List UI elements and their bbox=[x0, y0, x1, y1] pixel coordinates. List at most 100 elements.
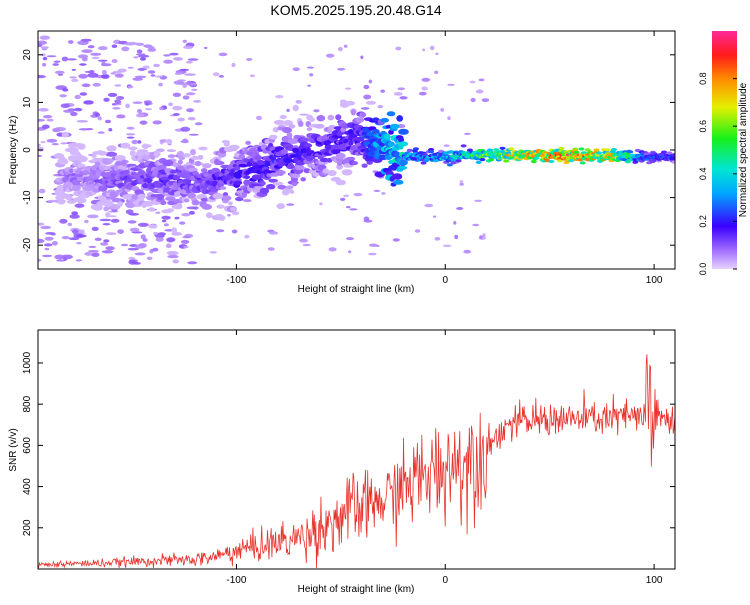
spectrogram-cell bbox=[268, 178, 279, 183]
spectrogram-cell bbox=[191, 88, 198, 92]
spectrogram-cell bbox=[249, 147, 257, 153]
spectrogram-cell bbox=[38, 222, 45, 226]
spectrogram-cell bbox=[69, 214, 80, 219]
spectrogram-cell bbox=[111, 59, 118, 63]
spectrogram-cell bbox=[107, 92, 118, 97]
spectrogram-cell bbox=[127, 247, 139, 251]
spectrogram-cell bbox=[91, 154, 97, 158]
spectrogram-cell bbox=[201, 203, 212, 210]
spectrogram-cell bbox=[481, 98, 490, 102]
spectrogram-cell bbox=[71, 68, 76, 71]
spectrogram-cell bbox=[165, 196, 176, 202]
spectrogram-cell bbox=[414, 229, 421, 233]
spectrogram-cell bbox=[392, 238, 400, 242]
x-tick-label: 100 bbox=[646, 275, 663, 286]
spectrogram-cell bbox=[92, 204, 103, 211]
spectrogram-cell bbox=[166, 138, 173, 145]
spectrogram-cell bbox=[446, 163, 453, 167]
spectrogram-cell bbox=[309, 150, 315, 154]
spectrogram-cell bbox=[319, 202, 323, 206]
spectrogram-cell bbox=[181, 213, 191, 217]
spectrogram-cell bbox=[399, 96, 408, 100]
spectrogram-cell bbox=[38, 143, 41, 147]
spectrogram-cell bbox=[238, 153, 246, 160]
spectrogram-cell bbox=[40, 225, 52, 230]
spectrogram-cell bbox=[53, 60, 61, 63]
spectrogram-cell bbox=[227, 214, 231, 217]
y-tick-label: -10 bbox=[22, 190, 33, 205]
spectrogram-cell bbox=[396, 115, 404, 122]
spectrogram-cell bbox=[306, 127, 313, 132]
spectrogram-cell bbox=[129, 227, 140, 232]
spectrogram-cell bbox=[180, 239, 190, 244]
spectrogram-cell bbox=[360, 107, 370, 110]
spectrogram-cell bbox=[155, 236, 164, 242]
spectrogram-cell bbox=[172, 259, 179, 264]
spectrogram-cell bbox=[146, 178, 152, 184]
spectrogram-cell bbox=[111, 44, 118, 48]
spectrogram-cell bbox=[223, 141, 230, 147]
spectrogram-cell bbox=[474, 199, 483, 202]
x-tick-label: -100 bbox=[226, 575, 246, 586]
spectrogram-cell bbox=[671, 156, 675, 160]
spectrogram-cell bbox=[306, 66, 315, 69]
spectrogram-cell bbox=[77, 163, 86, 169]
spectrogram-cell bbox=[192, 171, 199, 176]
snr-frame bbox=[37, 329, 676, 570]
spectrogram-cell bbox=[216, 204, 225, 209]
spectrogram-cell bbox=[384, 133, 391, 140]
spectrogram-cell bbox=[167, 154, 176, 159]
spectrogram-cell bbox=[277, 185, 287, 190]
spectrogram-cell bbox=[161, 219, 167, 223]
y-tick-label: 10 bbox=[22, 96, 33, 108]
spectrogram-cell bbox=[148, 224, 158, 229]
spectrogram-cell bbox=[142, 65, 150, 69]
spectrogram-cell bbox=[97, 59, 108, 62]
spectrogram-cell bbox=[198, 146, 208, 151]
spectrogram-cell bbox=[397, 137, 405, 143]
spectrogram-cell bbox=[141, 144, 152, 148]
spectrogram-cell bbox=[421, 86, 428, 91]
spectrogram-cell bbox=[174, 191, 182, 197]
spectrogram-cell bbox=[230, 207, 237, 212]
spectrogram-cell bbox=[272, 127, 279, 133]
spectrogram-cell bbox=[148, 207, 155, 212]
spectrogram-cell bbox=[184, 73, 196, 76]
spectrogram-cell bbox=[132, 77, 143, 81]
spectrogram-cell bbox=[456, 207, 464, 210]
spectrogram-cell bbox=[44, 247, 50, 251]
spectrogram-cell bbox=[279, 114, 287, 120]
spectrogram-cell bbox=[450, 161, 457, 165]
spectrogram-cell bbox=[54, 127, 66, 132]
spectrogram-cell bbox=[97, 116, 102, 121]
spectrogram-cell bbox=[99, 218, 112, 222]
spectrogram-cell bbox=[145, 46, 155, 49]
spectrogram-cell bbox=[147, 47, 157, 52]
spectrogram-cell bbox=[103, 239, 110, 243]
spectrogram-cell bbox=[105, 246, 115, 251]
spectrogram-cell bbox=[117, 229, 124, 235]
spectrogram-cell bbox=[178, 156, 186, 161]
spectrogram-cell bbox=[159, 139, 168, 143]
spectrogram-cell bbox=[128, 256, 136, 260]
spectrogram-cell bbox=[275, 170, 286, 175]
spectrogram-cell bbox=[182, 153, 191, 158]
spectrogram-cell bbox=[470, 97, 476, 103]
spectrogram-cell bbox=[246, 57, 253, 61]
spectrogram-cell bbox=[179, 68, 190, 71]
spectrogram-cell bbox=[125, 133, 136, 136]
spectrogram-cell bbox=[41, 124, 50, 129]
spectrogram-cell bbox=[180, 126, 191, 132]
spectrogram-cell bbox=[243, 179, 251, 186]
spectrogram-cell bbox=[103, 97, 110, 102]
spectrogram-cell bbox=[365, 100, 376, 105]
spectrogram-x-label: Height of straight line (km) bbox=[298, 284, 415, 295]
spectrogram-cell bbox=[397, 165, 408, 170]
spectrogram-cell bbox=[231, 229, 238, 234]
spectrogram-cell bbox=[132, 101, 143, 104]
spectrogram-cell bbox=[388, 129, 394, 135]
spectrogram-cell bbox=[316, 115, 326, 122]
spectrogram-cell bbox=[386, 111, 396, 117]
spectrogram-cell bbox=[443, 144, 450, 147]
spectrogram-cell bbox=[297, 120, 304, 127]
